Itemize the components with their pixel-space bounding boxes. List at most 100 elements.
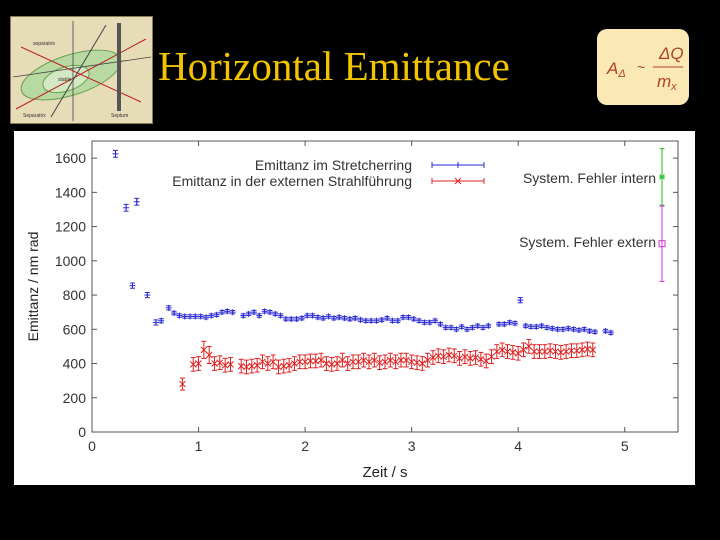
series-2-point (259, 358, 266, 366)
series-2-point (370, 356, 378, 364)
series-2-point (525, 343, 533, 350)
series-2-point (328, 361, 336, 368)
series-2-point (520, 346, 527, 354)
x-tick-label: 0 (88, 438, 96, 454)
thumbnail-label-septum: Septum (111, 113, 128, 119)
y-tick-label: 1600 (55, 150, 86, 166)
series-2-point (360, 356, 368, 364)
series-2-point (243, 363, 250, 371)
series-2-point (514, 349, 522, 357)
plot-frame (91, 140, 679, 433)
series-2-point (317, 356, 325, 364)
legend-label-1: Emittanz im Stretcherring (255, 157, 412, 173)
series-2-point (269, 358, 277, 366)
series-2-point (466, 355, 474, 362)
series-2-point (557, 349, 565, 356)
series-2-point (227, 361, 234, 368)
x-axis-line (12, 56, 152, 78)
series-2-point (530, 348, 538, 355)
formula-lhs: AΔ (606, 59, 626, 80)
slide-title: Horizontal Emittance (158, 43, 510, 89)
series-2-point (376, 359, 384, 367)
series-2-point (413, 359, 421, 367)
legend-label-2: Emittanz in der externen Strahlführung (172, 173, 412, 189)
x-tick-label: 4 (514, 438, 522, 454)
thumbnail-label-separatrix-bottom: Separatrix (23, 113, 46, 119)
series-2-point (450, 352, 458, 360)
series-2-point (552, 348, 559, 355)
series-2-point (589, 346, 597, 354)
x-tick-label: 5 (621, 438, 629, 454)
series-2-point (472, 354, 479, 361)
series-2-point (189, 361, 197, 368)
series-2-point (573, 347, 581, 355)
x-tick-label: 2 (301, 438, 309, 454)
series-2-point (195, 360, 202, 367)
series-2-point (445, 351, 453, 359)
series-2-point (424, 356, 431, 364)
series-2-point (477, 355, 485, 363)
series-2-point (301, 358, 309, 366)
series-2-point (216, 359, 224, 367)
series-2-point (584, 345, 591, 353)
series-2-point (418, 360, 426, 367)
formula-graphic: AΔ ~ ΔQ mx (606, 44, 684, 93)
series-2-point (179, 380, 186, 388)
separatrix-diagram: separatrix stable Separatrix Septum (11, 17, 152, 123)
series-2-point (253, 361, 261, 369)
y-tick-label: 400 (63, 356, 87, 372)
series-2-point (461, 353, 469, 361)
formula-numerator: ΔQ (658, 44, 684, 63)
series-2-point (221, 361, 229, 369)
series-2-point (323, 360, 330, 367)
x-tick-label: 1 (195, 438, 203, 454)
series-2-point (355, 358, 362, 366)
series-2-point (536, 348, 543, 355)
series-2-point (205, 351, 213, 359)
y-tick-label: 200 (63, 390, 87, 406)
series-2-point (275, 363, 282, 371)
series-2-point (541, 348, 549, 355)
series-2-point (365, 358, 373, 366)
series-2-point (568, 347, 575, 355)
emittance-chart-svg: 0 200 400 600 800 1000 1200 1400 1600 0 1 2 3 4 5 Zeit … (25, 140, 679, 481)
series-2-point (509, 349, 517, 356)
x-tick-label: 3 (408, 438, 416, 454)
series-2-point (429, 354, 437, 361)
series-2-point (493, 348, 501, 355)
formula-box: AΔ ~ ΔQ mx (597, 29, 689, 105)
series-2-point (408, 358, 415, 366)
series-2-point (248, 362, 256, 370)
series-2-point (562, 348, 570, 355)
y-tick-label: 1200 (55, 219, 86, 235)
series-2-point (440, 353, 447, 361)
series-2-point (333, 360, 341, 367)
series-2-point (381, 358, 389, 366)
series-2-point (344, 360, 352, 367)
separatrix-diagram-thumbnail: separatrix stable Separatrix Septum (10, 16, 153, 124)
series-2-point (211, 360, 218, 367)
series-2-point (386, 356, 394, 364)
series-2-point (285, 361, 293, 369)
series-2-point (296, 358, 304, 366)
y-tick-label: 0 (78, 424, 86, 440)
series-2-point (482, 357, 490, 365)
series-2-point (312, 357, 320, 365)
y-tick-label: 1400 (55, 184, 86, 200)
formula-denominator: mx (657, 72, 677, 93)
legend-label-4: System. Fehler extern (519, 234, 656, 250)
series-3-point (659, 174, 665, 180)
series-2-point (578, 346, 586, 354)
emittance-chart: 0 200 400 600 800 1000 1200 1400 1600 0 1 2 3 4 5 Zeit … (14, 131, 695, 485)
series-4-point (658, 240, 666, 248)
y-tick-label: 800 (63, 287, 87, 303)
series-2-point (392, 358, 400, 366)
series-2-point (498, 346, 506, 354)
thumbnail-label-separatrix-top: separatrix (33, 41, 55, 47)
series-2-point (307, 357, 314, 365)
series-2-point (200, 346, 208, 354)
x-axis-label: Zeit / s (362, 464, 407, 481)
series-2-point (291, 360, 298, 367)
series-2-point (349, 358, 357, 366)
thumbnail-label-stable: stable (58, 77, 72, 83)
